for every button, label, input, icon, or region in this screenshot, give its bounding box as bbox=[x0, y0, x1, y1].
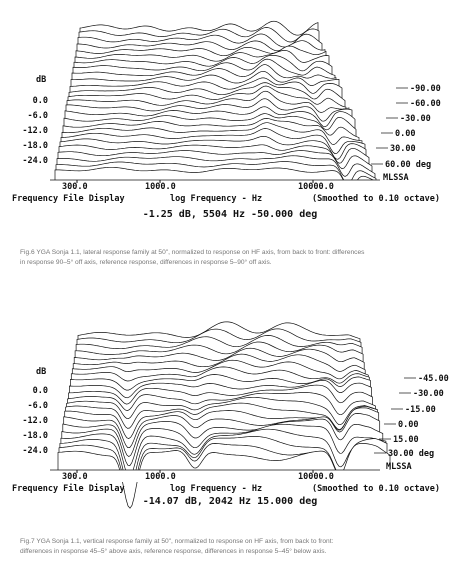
y-tick-label: -6.0 bbox=[28, 401, 48, 411]
curve-label: -60.00 bbox=[410, 99, 441, 109]
footer-center: log Frequency - Hz bbox=[170, 484, 262, 494]
x-tick-label: 1000.0 bbox=[145, 472, 176, 482]
curve-label: 0.00 bbox=[395, 129, 415, 139]
x-tick-label: 10000.0 bbox=[298, 182, 334, 192]
y-tick-label: -12.0 bbox=[22, 126, 48, 136]
x-tick-label: 1000.0 bbox=[145, 182, 176, 192]
curve-label: -30.00 bbox=[400, 114, 431, 124]
caption-line: differences in response 45–5° above axis… bbox=[20, 547, 327, 555]
y-axis-label: dB bbox=[36, 75, 46, 85]
caption-line: Fig.6 YGA Sonja 1.1, lateral response fa… bbox=[20, 249, 365, 256]
curve-label: -30.00 bbox=[413, 389, 444, 399]
y-tick-label: 0.0 bbox=[33, 386, 48, 396]
readout: -1.25 dB, 5504 Hz -50.000 deg bbox=[143, 209, 318, 220]
x-tick-label: 300.0 bbox=[62, 472, 88, 482]
axis-mask bbox=[0, 470, 466, 482]
curve-label: 30.00 deg bbox=[388, 449, 434, 459]
caption-line: Fig.7 YGA Sonja 1.1, vertical response f… bbox=[20, 538, 334, 545]
response-curve bbox=[54, 166, 380, 191]
footer-left: Frequency File Display bbox=[12, 193, 125, 204]
y-tick-label: -18.0 bbox=[22, 431, 48, 441]
x-tick-label: 10000.0 bbox=[298, 472, 334, 482]
footer-left: Frequency File Display bbox=[12, 483, 125, 494]
y-tick-label: -6.0 bbox=[28, 111, 48, 121]
footer-right: (Smoothed to 0.10 octave) bbox=[312, 484, 440, 494]
caption-line: in response 90–5° off axis, reference re… bbox=[20, 258, 272, 266]
y-axis-label: dB bbox=[36, 367, 46, 377]
figure-6: dB 0.0 -6.0 -12.0 -18.0 -24.0 300.0 1000.0 10000… bbox=[0, 20, 466, 266]
brand: MLSSA bbox=[386, 462, 412, 472]
y-tick-label: 0.0 bbox=[33, 96, 48, 106]
x-tick-label: 300.0 bbox=[62, 182, 88, 192]
curve-label: -90.00 bbox=[410, 84, 441, 94]
curve-label: 0.00 bbox=[398, 420, 418, 430]
y-tick-label: -12.0 bbox=[22, 416, 48, 426]
curve-label: -45.00 bbox=[418, 374, 449, 384]
curve-label: 30.00 bbox=[390, 144, 416, 154]
curve-label: 60.00 deg bbox=[385, 160, 431, 170]
y-tick-label: -18.0 bbox=[22, 141, 48, 151]
brand: MLSSA bbox=[383, 173, 409, 183]
footer-right: (Smoothed to 0.10 octave) bbox=[312, 194, 440, 204]
axis-mask bbox=[0, 180, 466, 192]
curve-label: -15.00 bbox=[405, 405, 436, 415]
y-tick-label: -24.0 bbox=[22, 156, 48, 166]
readout: -14.07 dB, 2042 Hz 15.000 deg bbox=[143, 496, 318, 507]
footer-center: log Frequency - Hz bbox=[170, 194, 262, 204]
y-tick-label: -24.0 bbox=[22, 446, 48, 456]
curve-label: 15.00 bbox=[393, 435, 419, 445]
figure-7: dB 0.0 -6.0 -12.0 -18.0 -24.0 300.0 1000.0 10000… bbox=[0, 321, 466, 555]
